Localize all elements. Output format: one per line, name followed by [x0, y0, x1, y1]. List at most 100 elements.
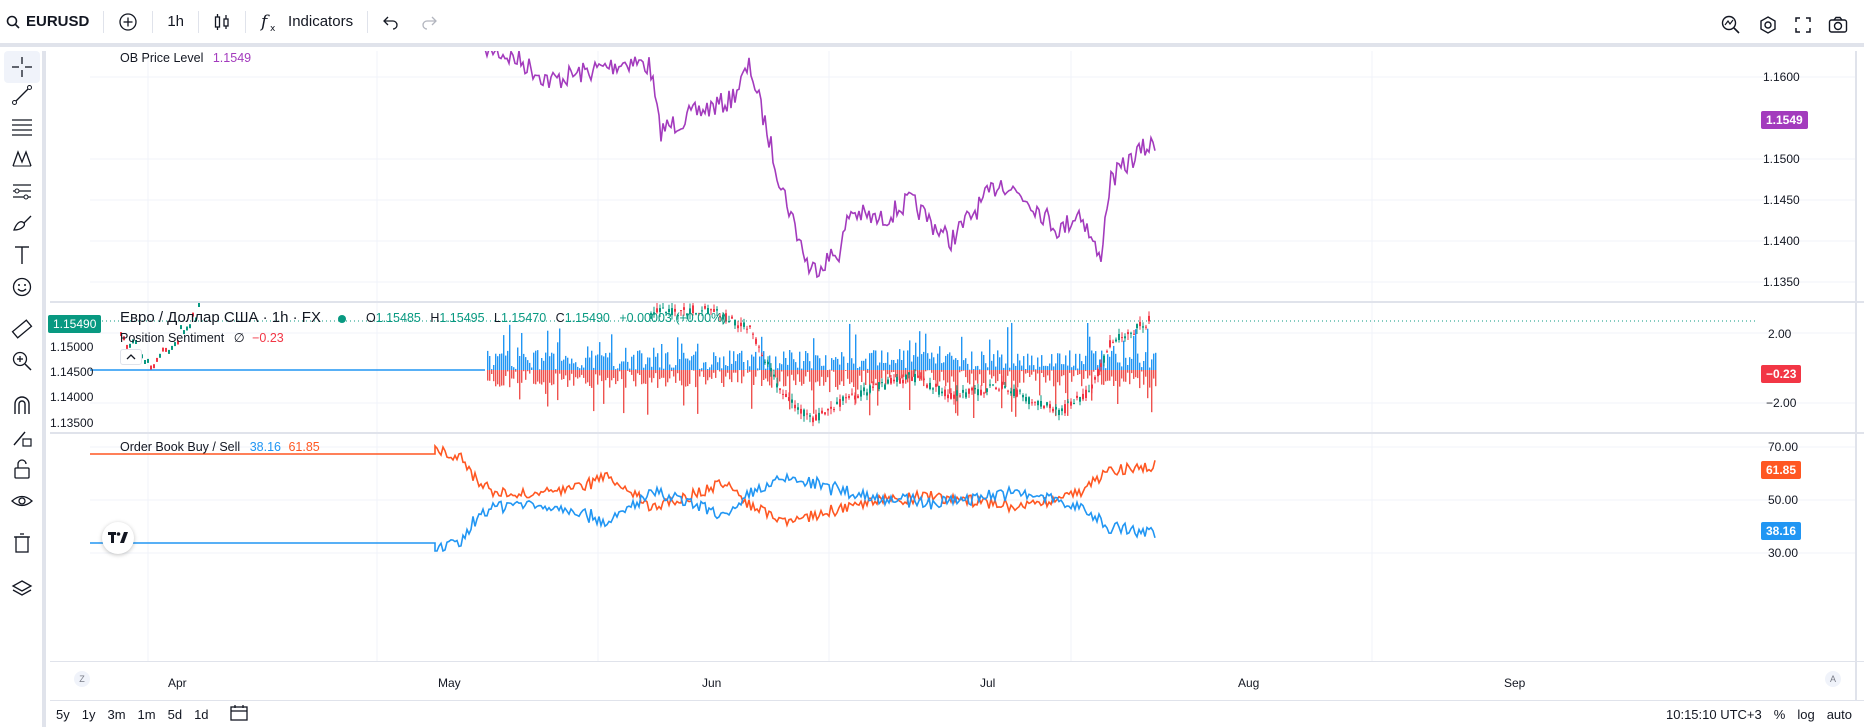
interval-button[interactable]: 1h — [167, 13, 185, 30]
candle-body — [1055, 406, 1057, 410]
candle-body — [836, 401, 838, 405]
range-5y-button[interactable]: 5y — [56, 706, 70, 722]
sentiment-bar-up — [537, 350, 539, 370]
object-tree-tool[interactable] — [4, 573, 40, 605]
pane-separator-2[interactable] — [50, 432, 1864, 434]
lock-tool[interactable] — [4, 453, 40, 485]
sentiment-bar-down — [597, 370, 599, 385]
sentiment-bar-up — [607, 357, 609, 370]
text-tool[interactable] — [4, 239, 40, 271]
chart-type-button[interactable] — [203, 3, 241, 41]
candle-body — [126, 344, 128, 349]
trend-line-icon — [12, 85, 32, 105]
sentiment-bar-up — [727, 366, 729, 370]
chart-canvas[interactable] — [50, 51, 1864, 700]
sentiment-bar-down — [1135, 370, 1137, 378]
prediction-tool[interactable] — [4, 175, 40, 207]
settings-button[interactable] — [1750, 6, 1786, 44]
candle-body — [716, 309, 718, 311]
sentiment-bar-down — [491, 370, 493, 374]
candle-body — [1013, 388, 1015, 397]
visibility-tool[interactable] — [4, 485, 40, 517]
orderbook-buy-value: 38.16 — [249, 440, 281, 454]
time-axis-z-button[interactable]: Z — [74, 671, 90, 687]
range-3m-button[interactable]: 3m — [107, 706, 126, 722]
drawing-mode-tool[interactable] — [4, 421, 40, 453]
sentiment-bar-down — [979, 370, 981, 375]
sentiment-bar-down — [661, 370, 663, 378]
sentiment-bar-up — [831, 358, 833, 370]
zoom-tool[interactable] — [4, 345, 40, 377]
sentiment-bar-up — [981, 351, 983, 370]
trash-icon — [14, 533, 30, 553]
pattern-tool[interactable] — [4, 143, 40, 175]
sentiment-bar-down — [721, 370, 723, 383]
sentiment-bar-down — [545, 370, 547, 394]
magnet-tool[interactable] — [4, 389, 40, 421]
snapshot-button[interactable] — [1820, 6, 1856, 44]
sentiment-bar-down — [653, 370, 655, 379]
sentiment-bar-up — [937, 353, 939, 370]
sentiment-bar-down — [595, 370, 597, 375]
orderbook-legend[interactable]: Order Book Buy / Sell 38.16 61.85 — [120, 440, 320, 454]
eye-icon — [11, 495, 33, 507]
crosshair-tool[interactable] — [4, 51, 40, 83]
time-axis-auto-button[interactable]: A — [1825, 671, 1841, 687]
sentiment-bar-down — [1143, 370, 1145, 385]
sentiment-legend[interactable]: Position Sentiment ∅ −0.23 — [120, 330, 284, 345]
candle-body — [1082, 393, 1084, 400]
range-1d-button[interactable]: 1d — [194, 706, 209, 722]
sentiment-bar-up — [763, 351, 765, 370]
candle-body — [195, 317, 197, 322]
fullscreen-button[interactable] — [1786, 6, 1820, 44]
sentiment-bar-up — [1033, 365, 1035, 370]
collapse-legend-button[interactable] — [120, 349, 142, 365]
sentiment-bar-down — [1061, 370, 1063, 377]
fib-tool[interactable] — [4, 111, 40, 143]
sentiment-bar-down — [709, 370, 711, 378]
trend-line-tool[interactable] — [4, 79, 40, 111]
sentiment-bar-down — [1057, 370, 1059, 383]
brush-tool[interactable] — [4, 207, 40, 239]
percent-toggle[interactable]: % — [1773, 707, 1786, 722]
log-toggle[interactable]: log — [1797, 707, 1815, 722]
range-1m-button[interactable]: 1m — [137, 706, 156, 722]
sentiment-bar-up — [775, 356, 777, 370]
candle-body — [180, 325, 182, 330]
sentiment-bar-up — [701, 368, 703, 370]
sentiment-bar-up — [717, 362, 719, 370]
sentiment-bar-up — [985, 363, 987, 370]
undo-button[interactable] — [372, 3, 410, 41]
candle-body — [839, 399, 841, 407]
auto-toggle[interactable]: auto — [1826, 707, 1852, 722]
goto-date-button[interactable] — [223, 704, 255, 725]
main-series-legend[interactable]: Евро / Доллар США · 1h · FX O1.15485 H1.… — [120, 309, 726, 326]
sentiment-bar-up — [825, 355, 827, 370]
range-1y-button[interactable]: 1y — [81, 706, 96, 722]
candle-body — [992, 384, 994, 386]
candle-body — [1070, 401, 1072, 406]
range-5d-button[interactable]: 5d — [167, 706, 183, 722]
redo-button[interactable] — [410, 3, 448, 41]
clock-label[interactable]: 10:15:10 UTC+3 — [1666, 707, 1762, 722]
tradingview-logo[interactable] — [102, 522, 134, 554]
bottom-right-controls: 10:15:10 UTC+3 % log auto — [1666, 707, 1852, 722]
delete-tool[interactable] — [4, 527, 40, 559]
chart-area[interactable]: OB Price Level 1.1549 Евро / Доллар США … — [48, 51, 1864, 700]
candle-body — [198, 303, 200, 307]
pane-separator-1[interactable] — [50, 301, 1864, 303]
sentiment-bar-up — [699, 368, 701, 370]
compare-button[interactable] — [108, 3, 148, 41]
sentiment-bar-down — [761, 370, 763, 386]
emoji-tool[interactable] — [4, 271, 40, 303]
sentiment-bar-up — [855, 334, 857, 370]
symbol-search-button[interactable]: EURUSD — [0, 3, 99, 41]
sentiment-bar-up — [539, 369, 541, 370]
ruler-tool[interactable] — [4, 313, 40, 345]
sentiment-bar-down — [1127, 370, 1129, 373]
quick-search-button[interactable] — [1712, 6, 1750, 44]
candle-body — [686, 313, 688, 316]
candle-body — [752, 333, 754, 335]
ob-price-legend[interactable]: OB Price Level 1.1549 — [120, 51, 251, 65]
